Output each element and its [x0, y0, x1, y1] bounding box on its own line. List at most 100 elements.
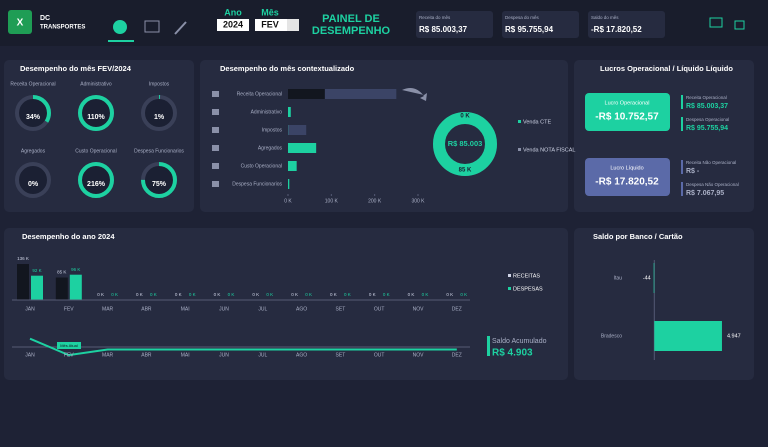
panel: [574, 228, 754, 380]
value-label: 0 K: [408, 292, 415, 297]
value-label: 0 K: [97, 292, 104, 297]
x-tick-label: JUL: [258, 352, 267, 358]
month-dropdown[interactable]: [287, 19, 299, 31]
value-label: 0 K: [266, 292, 273, 297]
value-label: 0 K: [291, 292, 298, 297]
month: FEV: [261, 19, 279, 29]
gauge-label: Despesa Funcionarios: [134, 148, 184, 154]
year-label: Ano: [224, 7, 242, 17]
kpi-label: Saldo do mês: [591, 15, 619, 20]
value-label: 96 K: [71, 267, 80, 272]
gauge-value: 75%: [152, 181, 167, 188]
present-icon[interactable]: [709, 17, 723, 28]
icon: [212, 163, 219, 169]
legend-label: RECEITAS: [513, 273, 540, 279]
nav-icon[interactable]: [144, 20, 160, 33]
value-label: 0 K: [150, 292, 157, 297]
item-label: Despesa Não Operacional: [686, 182, 739, 187]
value-label: 0 K: [422, 292, 429, 297]
item-label: Receita Não Operacional: [686, 160, 736, 165]
icon: [212, 127, 219, 133]
item-value: R$ -: [686, 168, 700, 175]
legend-label: Venda CTE: [523, 119, 551, 125]
value-label: 0 K: [446, 292, 453, 297]
panel-title: Desempenho do ano 2024: [22, 232, 115, 241]
x-tick-label: OUT: [374, 352, 385, 358]
nav-icon[interactable]: [174, 21, 187, 35]
value-label: 0 K: [252, 292, 259, 297]
item-bar: [681, 182, 683, 196]
item-value: R$ 85.003,37: [686, 103, 728, 110]
item-label: Despesa Operacional: [686, 117, 729, 122]
value-label: -44: [643, 275, 651, 281]
panel: [200, 60, 568, 212]
year-box[interactable]: [217, 19, 249, 31]
gauge-label: Custo Operacional: [75, 148, 116, 154]
logo: [8, 10, 32, 34]
x-tick-label: MAR: [102, 306, 114, 312]
legend-label: Venda NOTA FISCAL: [523, 147, 575, 153]
total-bar: [487, 336, 490, 356]
item-label: Receita Operacional: [686, 95, 727, 100]
profit-card: [585, 93, 670, 131]
panel-title: Desempenho do mês FEV/2024: [20, 64, 132, 73]
item-bar: [681, 95, 683, 109]
icon: [212, 109, 219, 115]
profit-value: -R$ 10.752,57: [595, 112, 659, 123]
value-label: 4.947: [727, 333, 741, 339]
x-tick-label: NOV: [413, 306, 425, 312]
value-label: 0 K: [111, 292, 118, 297]
legend-swatch: [518, 148, 521, 151]
gauge-label: Agregados: [21, 148, 46, 154]
total-label: R$ 4.903: [492, 348, 533, 359]
value-label: 0 K: [330, 292, 337, 297]
item-value: R$ 95.755,94: [686, 125, 728, 132]
legend-label: DESPESAS: [513, 286, 543, 292]
x-tick-label: DEZ: [452, 306, 462, 312]
panel-title: Saldo por Banco / Cartão: [593, 232, 683, 241]
nav-icon[interactable]: [113, 20, 127, 34]
panel-title: Lucros Operacional / Líquido Líquido: [600, 64, 733, 73]
kpi-value: R$ 95.755,94: [505, 25, 554, 34]
kpi-card: [416, 11, 493, 38]
x-tick-label: DEZ: [452, 352, 462, 358]
profit-card: [585, 158, 670, 196]
category-label: Receita Operacional: [237, 91, 282, 97]
gauge-value: 0%: [28, 181, 39, 188]
kpi-card: [588, 11, 665, 38]
category-label: Agregados: [258, 145, 283, 151]
kpi-card: [502, 11, 579, 38]
gauge-arc: [141, 162, 177, 198]
icon: [212, 91, 219, 97]
value-label: 0 K: [136, 292, 143, 297]
bar: [31, 275, 43, 300]
value-label: 0 K: [175, 292, 182, 297]
kpi-label: Despesa do mês: [505, 15, 540, 20]
profit-value: -R$ 17.820,52: [595, 177, 659, 188]
bar: [288, 125, 307, 135]
x-tick-label: MAI: [181, 306, 190, 312]
year: 2024: [223, 19, 243, 29]
x-tick-label: AGO: [296, 306, 307, 312]
panel-title: Desempenho do mês contextualizado: [220, 64, 355, 73]
icon: [212, 145, 219, 151]
donut-slice: [433, 112, 497, 176]
month-box[interactable]: [255, 19, 287, 31]
category-label: Despesa Funcionarios: [232, 181, 282, 187]
gauge-arc: [78, 162, 114, 198]
legend-swatch: [508, 287, 511, 290]
value-label: 0 K: [214, 292, 221, 297]
legend-swatch: [508, 274, 511, 277]
value-label: 0 K: [305, 292, 312, 297]
gauge-label: Receita Operacional: [10, 81, 55, 87]
value-label: 0 K: [228, 292, 235, 297]
icon: [212, 181, 219, 187]
title: PAINEL DE: [322, 13, 380, 25]
profit-label: Lucro Líquido: [610, 165, 643, 171]
x-tick-label: JUL: [258, 306, 267, 312]
x-tick-label: FEV: [64, 306, 74, 312]
title: DESEMPENHO: [312, 25, 391, 37]
lock-icon[interactable]: [734, 20, 745, 30]
gauge-label: Administrativo: [80, 81, 112, 87]
